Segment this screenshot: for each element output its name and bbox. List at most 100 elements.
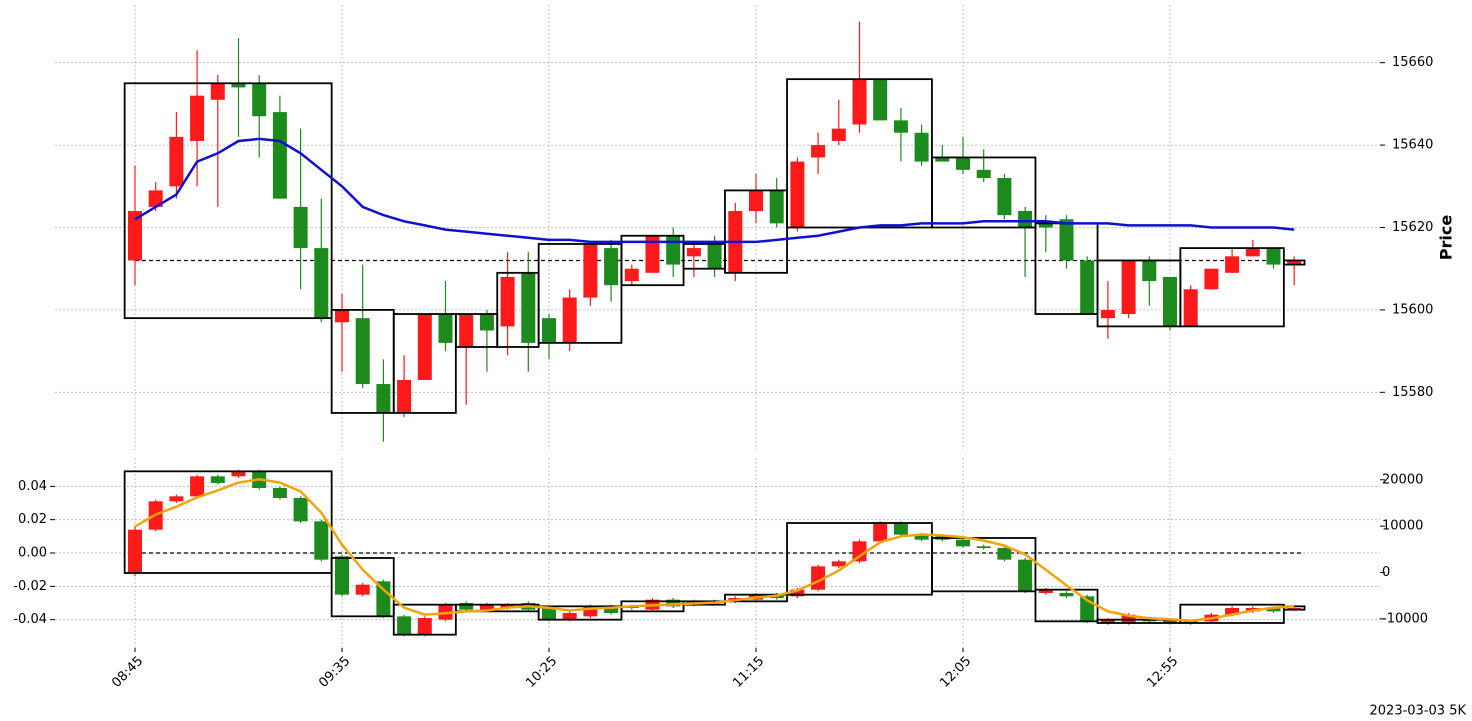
y-tick-label: 0.02 — [18, 512, 47, 527]
y-axis-label: Price — [1437, 215, 1456, 261]
x-tick-label: 08:45 — [109, 654, 146, 691]
candle-body — [335, 309, 349, 323]
candle-body — [997, 548, 1012, 560]
candle-body — [873, 79, 888, 121]
range-box — [724, 189, 788, 274]
candle-body — [914, 132, 929, 162]
y-tick-label: 15660 — [1392, 55, 1433, 70]
candle-body — [1183, 289, 1198, 327]
candle-body — [645, 235, 660, 273]
candle-body — [852, 79, 867, 125]
x-tick-label: 12:05 — [937, 654, 974, 691]
candle-body — [624, 268, 639, 282]
candle-body — [893, 523, 908, 535]
candle-body — [542, 608, 556, 620]
range-box — [392, 313, 457, 414]
candle-body — [1059, 219, 1074, 261]
candle-body — [852, 541, 867, 562]
x-tick-label: 11:15 — [730, 654, 767, 691]
candle-body — [604, 248, 619, 286]
candle-body — [314, 248, 329, 319]
candle-body — [956, 157, 970, 170]
candle-body — [128, 529, 142, 573]
candle-body — [500, 604, 515, 608]
range-box — [1179, 247, 1285, 328]
candle-body — [521, 272, 536, 343]
candle-body — [1059, 593, 1074, 597]
candle-body — [749, 190, 763, 212]
range-box — [931, 537, 1037, 593]
candle-body — [190, 476, 205, 497]
range-box — [330, 557, 395, 618]
indicator-line — [134, 137, 1295, 244]
candle-body — [790, 589, 805, 597]
y-tick-label: -0.04 — [13, 612, 47, 627]
candle-body — [562, 613, 577, 620]
candle-body — [790, 161, 805, 228]
y-tick-label: 15580 — [1392, 385, 1433, 400]
y-tick-label: 0.00 — [18, 546, 47, 561]
candle-body — [438, 314, 453, 343]
candle-body — [479, 604, 494, 610]
y-tick-label: 15620 — [1392, 220, 1433, 235]
range-box — [392, 603, 457, 636]
candle-body — [314, 521, 329, 560]
candle-body — [417, 618, 432, 635]
y-tick-label: 15600 — [1392, 302, 1433, 317]
candle-body — [583, 243, 598, 298]
candle-body — [1038, 223, 1053, 228]
indicator-line — [134, 478, 1295, 622]
candle-body — [1225, 608, 1240, 615]
y2-tick-label: 0 — [1382, 565, 1390, 580]
candle-body — [1266, 608, 1281, 612]
candle-body — [1121, 260, 1136, 315]
candle-body — [293, 498, 308, 522]
candle-body — [335, 556, 349, 595]
candle-body — [956, 539, 970, 547]
candle-body — [355, 318, 370, 385]
candle-body — [417, 314, 432, 380]
candle-body — [893, 120, 908, 133]
candle-body — [686, 248, 701, 257]
candle-body — [1245, 248, 1260, 257]
candle-body — [272, 112, 287, 199]
candle-body — [231, 471, 246, 477]
candle-body — [1038, 589, 1053, 593]
candle-body — [210, 476, 225, 483]
range-box — [123, 470, 333, 574]
candle-body — [831, 128, 846, 141]
x-tick-label: 12:55 — [1144, 654, 1181, 691]
candle-body — [459, 314, 474, 347]
candle-body — [293, 206, 308, 249]
candle-body — [1225, 256, 1240, 273]
candle-body — [666, 599, 681, 607]
candle-body — [1100, 619, 1115, 623]
candle-body — [210, 83, 225, 100]
candle-body — [562, 297, 577, 343]
candle-body — [604, 606, 619, 613]
range-box — [724, 593, 788, 603]
candle-body — [376, 581, 391, 617]
y2-tick-label: 20000 — [1382, 472, 1423, 487]
candle-body — [128, 211, 142, 261]
candle-body — [707, 243, 722, 269]
candle-body — [1018, 559, 1033, 592]
candle-body — [831, 561, 846, 567]
candle-body — [583, 606, 598, 617]
candle-body — [542, 318, 556, 343]
candle-body — [397, 379, 412, 413]
candle-body — [935, 157, 950, 162]
candle-body — [190, 95, 205, 141]
candle-body — [811, 145, 826, 158]
y-tick-label: 15640 — [1392, 138, 1433, 153]
candle-body — [914, 534, 929, 540]
candle-body — [976, 169, 991, 179]
range-box — [537, 605, 623, 621]
candle-body — [355, 584, 370, 595]
candle-body — [997, 178, 1012, 216]
y2-tick-label: 10000 — [1382, 519, 1423, 534]
candle-body — [169, 496, 184, 502]
candle-body — [148, 190, 163, 207]
